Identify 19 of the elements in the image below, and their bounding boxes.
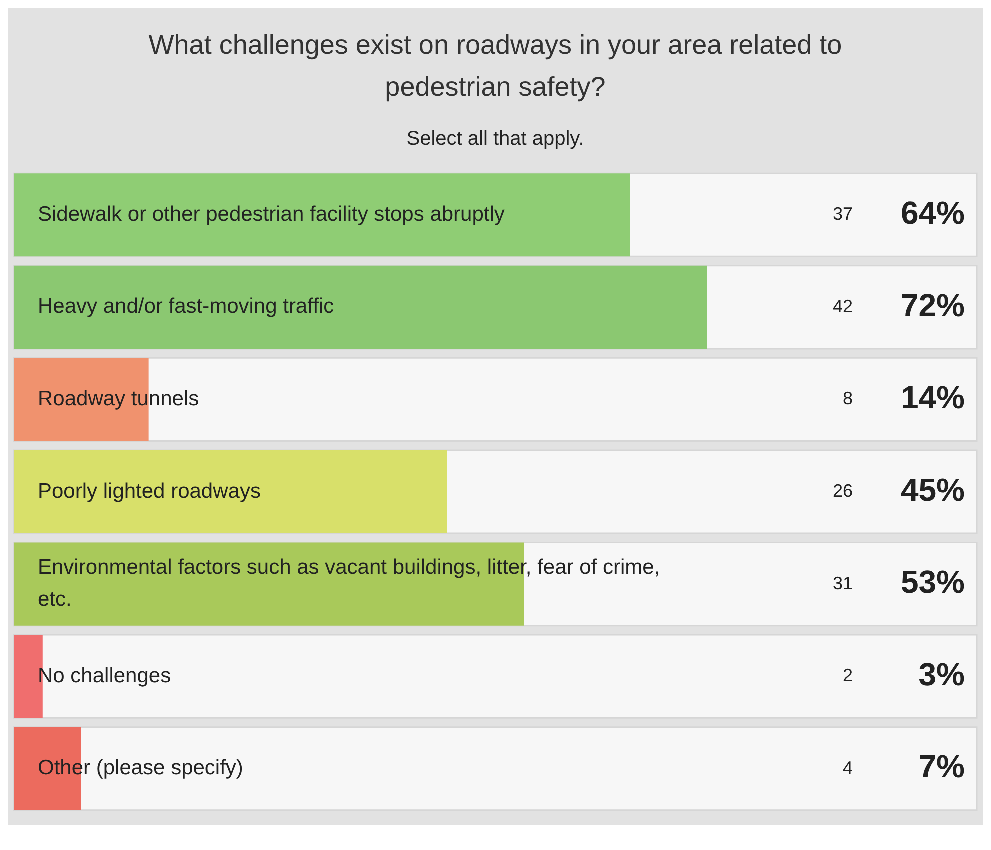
annotation: 2 xyxy=(842,666,853,686)
data-label: 72% xyxy=(900,287,965,324)
y-tick-label: Heavy and/or fast-moving traffic xyxy=(38,295,334,318)
annotation: 4 xyxy=(842,758,853,778)
annotation: 42 xyxy=(832,296,853,316)
annotation: 26 xyxy=(832,480,853,501)
data-label: 7% xyxy=(918,748,965,785)
chart-title: What challenges exist on roadways in your area related to pedestrian safety? xyxy=(148,29,844,104)
y-tick-label: Sidewalk or other pedestrian facility stops abruptly xyxy=(38,202,506,226)
chart-subtitle: Select all that apply. xyxy=(406,128,586,151)
annotation: 31 xyxy=(832,573,853,594)
data-label: 14% xyxy=(900,380,965,416)
data-label: 3% xyxy=(918,656,965,692)
data-label: 64% xyxy=(900,194,965,231)
y-tick-label: Poorly lighted roadways xyxy=(38,480,261,503)
data-label: 53% xyxy=(900,564,965,600)
data-label: 45% xyxy=(900,472,965,508)
annotation: 37 xyxy=(832,204,853,224)
annotation: 8 xyxy=(842,388,853,409)
